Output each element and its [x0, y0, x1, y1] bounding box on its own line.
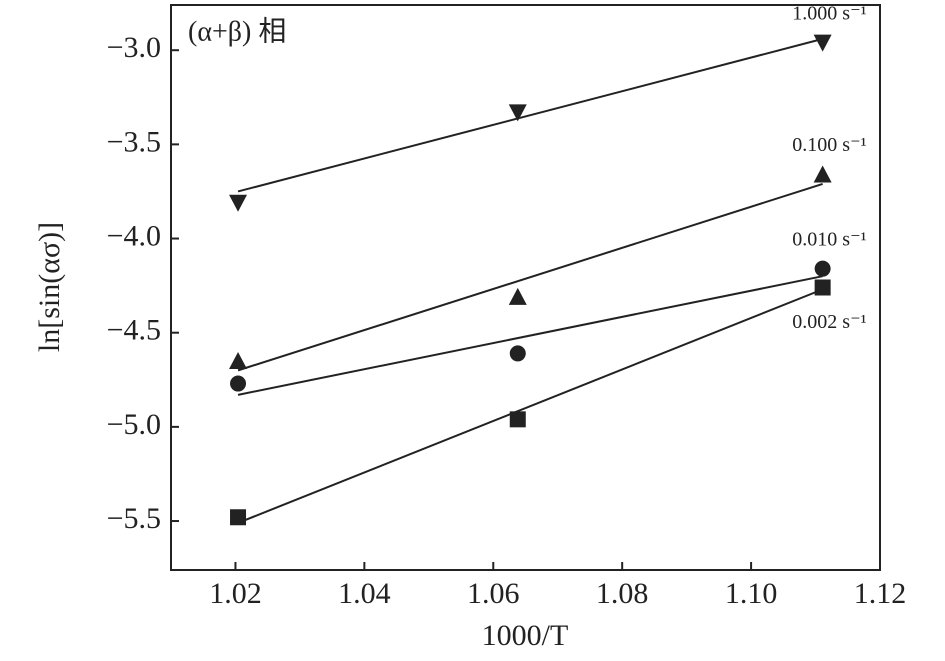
point: [229, 194, 248, 212]
point: [508, 104, 527, 122]
x-tick-label: 1.06: [467, 577, 520, 610]
point: [814, 279, 831, 296]
y-tick-label: −3.0: [107, 31, 161, 64]
series-label: 1.000 s⁻¹: [792, 2, 866, 24]
y-tick-label: −4.5: [107, 314, 161, 347]
point: [509, 411, 526, 428]
y-axis-label: ln[sin(ασ)]: [33, 222, 66, 352]
x-tick-label: 1.10: [725, 577, 778, 610]
y-tick-label: −5.5: [107, 502, 161, 535]
x-tick-label: 1.04: [338, 577, 391, 610]
series-label: 0.002 s⁻¹: [792, 311, 866, 333]
fit-line: [237, 182, 823, 372]
point: [814, 260, 831, 277]
point: [813, 165, 832, 183]
point: [230, 509, 247, 526]
point: [508, 287, 527, 305]
y-tick-label: −5.0: [107, 408, 161, 441]
fit-line: [237, 275, 823, 396]
x-tick-label: 1.02: [209, 577, 262, 610]
fit-line: [237, 288, 824, 524]
point: [509, 345, 526, 362]
x-tick-label: 1.08: [596, 577, 649, 610]
series-label: 0.100 s⁻¹: [792, 134, 866, 156]
fit-line: [237, 37, 823, 193]
plot-frame: [170, 4, 881, 571]
series-label: 0.010 s⁻¹: [792, 228, 866, 250]
point: [813, 34, 832, 52]
x-tick-label: 1.12: [854, 577, 907, 610]
y-tick-label: −4.0: [107, 219, 161, 252]
point: [229, 351, 248, 369]
annotation: (α+β) 相: [188, 15, 286, 47]
point: [230, 375, 247, 392]
y-tick-label: −3.5: [107, 125, 161, 158]
x-axis-label: 1000/T: [482, 619, 569, 652]
